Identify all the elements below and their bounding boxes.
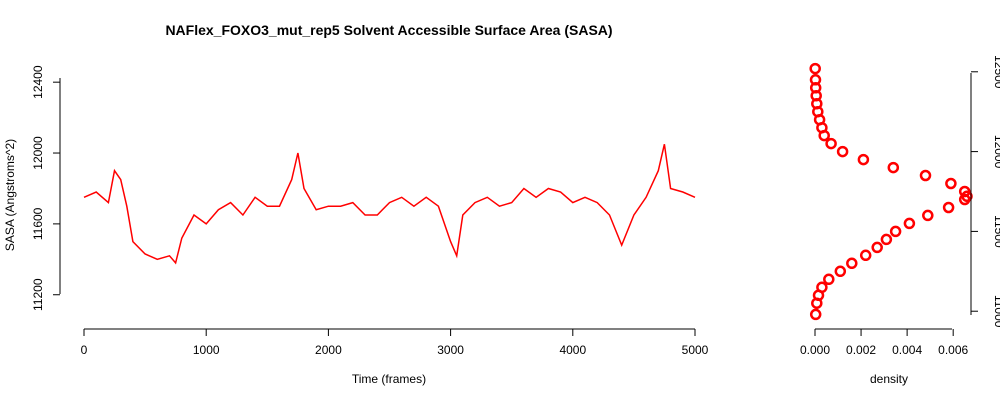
density-y-tick-label: 12000 bbox=[992, 135, 1000, 169]
sasa-time-series-plot: 0 1000 2000 3000 4000 5000 11200 11600 12000 124… bbox=[3, 65, 709, 386]
density-point bbox=[809, 308, 822, 321]
density-y-tick-label: 11500 bbox=[992, 215, 1000, 248]
main-y-tick-label: 11600 bbox=[31, 207, 45, 240]
density-point bbox=[846, 257, 858, 270]
main-y-tick-label: 12000 bbox=[31, 136, 45, 170]
density-point bbox=[871, 241, 883, 254]
density-point bbox=[922, 209, 934, 222]
chart-title: NAFlex_FOXO3_mut_rep5 Solvent Accessible… bbox=[165, 22, 612, 38]
density-point bbox=[834, 265, 847, 278]
density-point bbox=[887, 161, 900, 174]
main-x-tick-label: 3000 bbox=[437, 343, 464, 357]
density-x-ticks: 0.000 0.002 0.004 0.006 bbox=[800, 329, 969, 357]
density-x-axis-label: density bbox=[870, 372, 908, 386]
density-point bbox=[816, 281, 828, 294]
density-y-tick-label: 11000 bbox=[992, 295, 1000, 328]
density-point bbox=[942, 201, 955, 214]
density-x-tick-label: 0.006 bbox=[938, 343, 968, 357]
density-point bbox=[823, 273, 835, 286]
sasa-series-group bbox=[83, 144, 696, 265]
main-x-tick-label: 4000 bbox=[559, 343, 586, 357]
density-point bbox=[859, 249, 872, 262]
density-point bbox=[836, 145, 849, 158]
main-x-axis-label: Time (frames) bbox=[352, 372, 426, 386]
density-point bbox=[809, 74, 822, 86]
density-x-tick-label: 0.004 bbox=[892, 343, 922, 357]
main-x-ticks: 0 1000 2000 3000 4000 5000 bbox=[81, 329, 709, 357]
density-point bbox=[903, 217, 916, 230]
sasa-series-line bbox=[83, 144, 696, 265]
main-x-tick-label: 2000 bbox=[315, 343, 342, 357]
density-point bbox=[919, 169, 932, 182]
main-x-tick-label: 0 bbox=[81, 343, 88, 357]
main-y-axis-label: SASA (Angstroms^2) bbox=[3, 139, 17, 251]
main-x-tick-label: 1000 bbox=[193, 343, 220, 357]
density-y-tick-label: 12500 bbox=[992, 55, 1000, 89]
density-point bbox=[945, 177, 957, 190]
density-plot: 0.000 0.002 0.004 0.006 11000 11500 12000 1250… bbox=[800, 55, 1000, 386]
density-x-tick-label: 0.002 bbox=[846, 343, 876, 357]
main-y-tick-label: 11200 bbox=[31, 278, 45, 311]
density-point bbox=[825, 137, 837, 150]
main-x-tick-label: 5000 bbox=[682, 343, 709, 357]
density-point bbox=[958, 185, 971, 198]
main-y-ticks: 11200 11600 12000 12400 bbox=[31, 65, 60, 311]
density-y-ticks: 11000 11500 12000 12500 bbox=[971, 55, 1000, 328]
density-point bbox=[880, 233, 893, 246]
density-point bbox=[889, 225, 902, 238]
density-points-group bbox=[809, 62, 973, 321]
density-x-tick-label: 0.000 bbox=[800, 343, 830, 357]
main-y-tick-label: 12400 bbox=[31, 65, 45, 99]
density-point bbox=[857, 153, 870, 166]
density-point bbox=[809, 62, 821, 75]
